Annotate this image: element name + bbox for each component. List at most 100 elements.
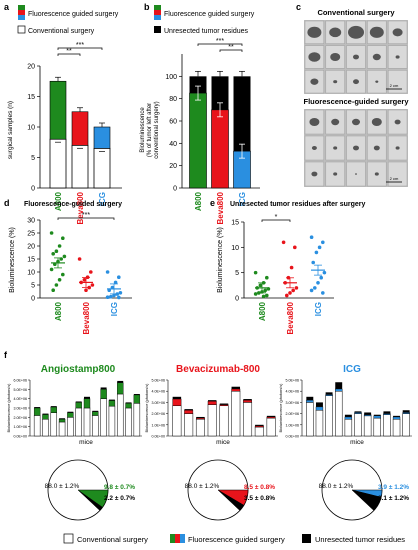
f1-bar-conventional — [50, 412, 58, 437]
photo-cell — [387, 70, 408, 94]
e-point — [289, 265, 294, 270]
d-category-label: Beva800 — [82, 301, 91, 334]
e-point — [293, 245, 297, 250]
panel-c-title-bottom: Fluorescence-guided surgery — [303, 97, 409, 106]
d-category-label: A800 — [54, 301, 63, 321]
e-point — [322, 270, 327, 275]
b-bar-fluorescence — [189, 92, 207, 189]
tissue-sample — [353, 54, 359, 60]
tissue-sample — [374, 172, 379, 176]
d-point — [117, 275, 121, 280]
d-point — [113, 280, 118, 285]
d-point — [105, 270, 110, 274]
f3-bar-unresected — [354, 411, 362, 413]
pie-unresected-slice — [77, 489, 103, 511]
f1-bar-conventional — [108, 405, 116, 437]
f1-bar-conventional — [100, 398, 107, 437]
f2-bar-fluorescence — [184, 410, 194, 414]
panel-label-b: b — [144, 2, 150, 12]
e-point — [288, 291, 292, 295]
panel-f-pies: 88.0 ± 1.2% 9.8 ± 0.7% 2.2 ± 0.7% 88.0 ± 1.… — [45, 459, 409, 521]
f3-bar-conventional — [373, 417, 381, 437]
b-ytick-label: 100 — [165, 74, 177, 81]
f1-bar-fluorescence — [108, 400, 116, 407]
f3-xlabel: mice — [350, 439, 364, 446]
f2-bar-conventional — [231, 390, 241, 437]
d-ytick-label: 5 — [31, 283, 35, 290]
panel-e-title: Unresected tumor residues after surgery — [230, 201, 365, 208]
e-ytick-label: 0 — [235, 296, 239, 303]
f2-bar-fluorescence — [231, 388, 241, 392]
b-ytick-label: 80 — [169, 96, 177, 103]
panel-f-charts: 0.0E+00 1.0E+06 2.0E+06 3.0E+06 4.0E+06 5.0E+… — [7, 379, 412, 446]
a-sig-bracket — [57, 47, 103, 50]
f1-ytick-label: 1.0E+06 — [14, 425, 28, 429]
e-point — [316, 281, 320, 285]
e-point — [317, 245, 322, 250]
f1-bar-fluorescence — [92, 411, 99, 416]
f2-bar-fluorescence — [254, 425, 264, 428]
f1-bar-conventional — [75, 407, 82, 437]
f3-bar-unresected — [383, 411, 391, 414]
f1-bar-fluorescence — [42, 414, 49, 420]
a-ytick-label: 10 — [27, 125, 35, 132]
pie-conventional-label: 88.0 ± 1.2% — [45, 483, 80, 490]
pie-conventional-label: 88.0 ± 1.2% — [185, 483, 220, 490]
b-category-label: ICG — [238, 192, 247, 206]
f3-bar-fluorescence — [306, 399, 314, 403]
pie-unresected-label: 2.2 ± 0.7% — [104, 495, 135, 502]
a-sig-label: ** — [66, 48, 72, 55]
d-point — [49, 231, 54, 235]
tissue-sample — [355, 173, 357, 175]
e-ytick-label: 10 — [231, 245, 239, 252]
f2-bar-conventional — [195, 418, 205, 437]
f-title-icg: ICG — [343, 364, 361, 375]
pie-unresected-slice — [351, 489, 382, 511]
a-bar-conventional — [71, 144, 89, 189]
f1-bar-fluorescence — [50, 406, 57, 413]
d-point — [90, 283, 95, 287]
e-point — [285, 293, 289, 298]
f2-bar-unresected — [231, 386, 241, 389]
d-category-label: ICG — [110, 302, 119, 316]
b-category-label: Beva800 — [216, 191, 225, 224]
f3-bar-fluorescence — [392, 416, 401, 420]
e-point — [291, 288, 296, 293]
f1-bar-fluorescence — [33, 407, 41, 416]
f1-bar-conventional — [42, 418, 49, 437]
tissue-sample — [330, 53, 341, 61]
f1-bar-unresected — [42, 413, 49, 415]
f3-bar-unresected — [373, 414, 381, 416]
tissue-sample — [372, 53, 381, 61]
legend-a-fluor: Fluorescence guided surgery — [28, 11, 119, 18]
legend-a-conv: Conventional surgery — [28, 28, 95, 35]
d-sig-label: *** — [82, 212, 90, 219]
svg-text:conventional surgery): conventional surgery) — [154, 101, 160, 158]
f1-bar-fluorescence — [125, 403, 132, 409]
b-ytick-label: 60 — [169, 119, 177, 126]
f1-bar-fluorescence — [67, 412, 74, 418]
e-ytick-label: 15 — [231, 220, 239, 227]
panel-a-ylabel: surgical samples (n) — [7, 101, 14, 159]
a-sig-bracket — [57, 53, 81, 56]
b-bar-unresected — [233, 76, 251, 152]
f1-bar-unresected — [100, 387, 107, 390]
d-point — [51, 288, 55, 293]
d-point — [57, 244, 62, 248]
e-point — [319, 275, 324, 280]
f2-bar-fluorescence — [207, 401, 217, 405]
e-point — [321, 240, 325, 245]
tissue-sample — [331, 118, 340, 126]
b-bar-unresected — [189, 76, 207, 94]
f3-bar-conventional — [392, 418, 401, 437]
d-sig-bracket — [57, 217, 115, 220]
legend-a: Fluorescence guided surgery Conventional… — [17, 5, 119, 35]
d-point — [61, 236, 65, 240]
f1-bar-conventional — [92, 415, 99, 437]
f2-bar-unresected — [207, 400, 217, 402]
pie-fluorescence-label: 8.5 ± 0.8% — [244, 484, 275, 491]
f3-bar-conventional — [354, 413, 362, 437]
f3-bar-unresected — [325, 392, 333, 395]
f3-ylabel: Bioluminescence (photons/s) — [279, 383, 283, 432]
f3-bar-conventional — [363, 415, 372, 437]
